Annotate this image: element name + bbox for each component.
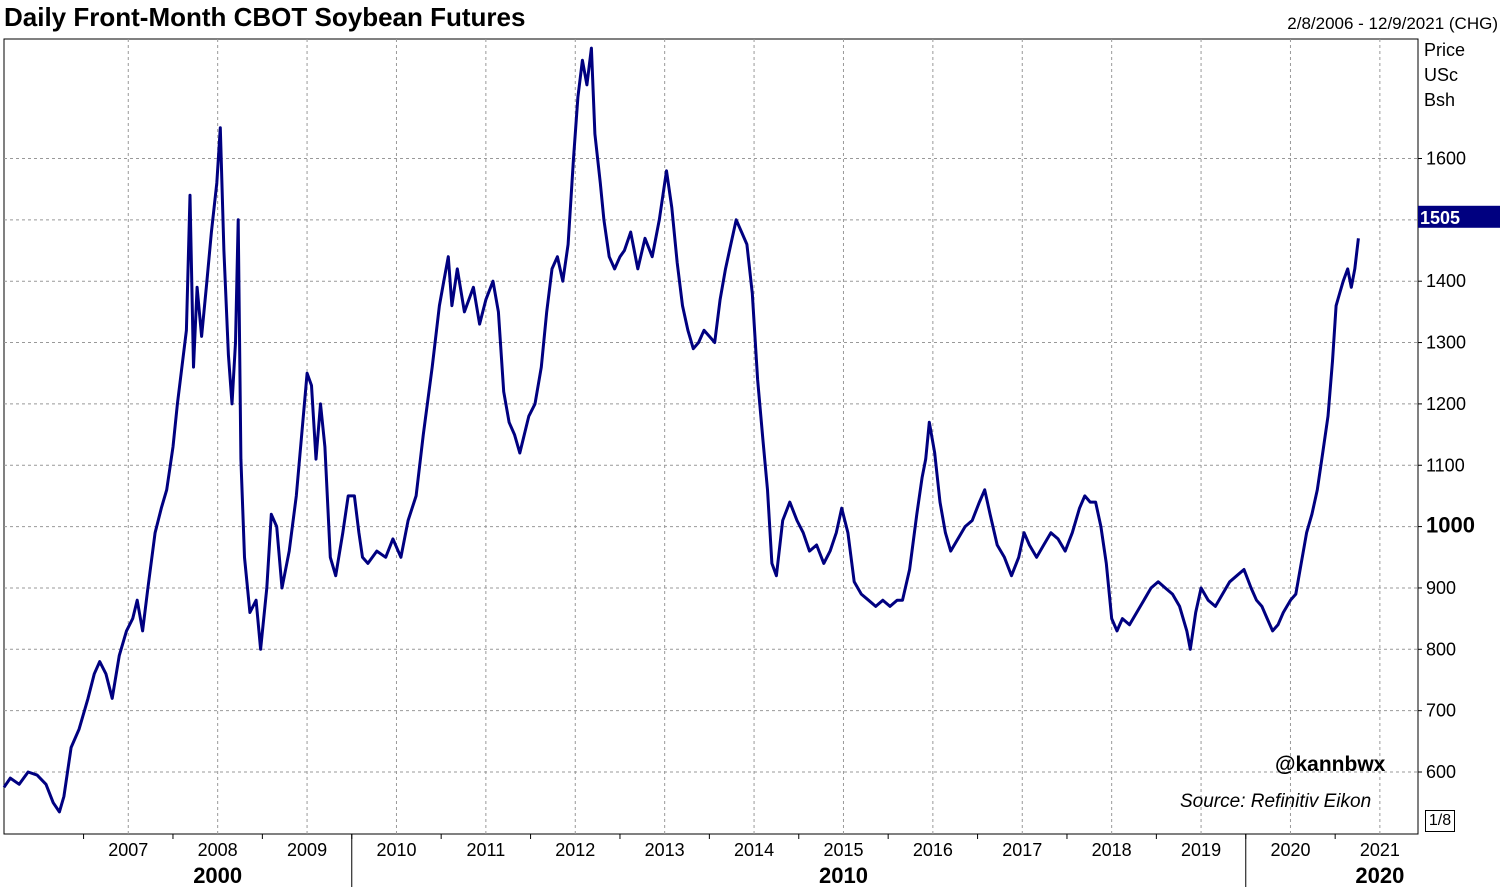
y-axis: 600 700 800 900 1000 1100 1200 1300 1400 1600: [1418, 149, 1475, 782]
series-layer: [2, 46, 1360, 814]
y-tick-label: 1400: [1426, 271, 1466, 291]
y-tick-label: 1600: [1426, 149, 1466, 169]
x-tick-label: 2018: [1092, 840, 1132, 860]
source-note: Source: Refinitiv Eikon: [1180, 791, 1372, 812]
last-value-badge: [1418, 205, 1500, 228]
x-tick-label: 2016: [913, 840, 953, 860]
y-tick-label: 1000: [1426, 513, 1475, 538]
author-handle: @kannbwx: [1275, 753, 1386, 776]
y-tick-label: 1200: [1426, 394, 1466, 414]
decade-label: 2020: [1355, 863, 1404, 887]
x-tick-label: 2020: [1270, 840, 1310, 860]
gridlines: [4, 39, 1418, 834]
price-line: [2, 46, 1360, 814]
x-tick-label: 2009: [287, 840, 327, 860]
y-tick-label: 600: [1426, 762, 1456, 782]
axis-unit-line-3: Bsh: [1424, 90, 1456, 110]
x-tick-label: 2012: [555, 840, 595, 860]
decade-label: 2010: [819, 863, 868, 887]
y-tick-label: 900: [1426, 578, 1456, 598]
y-tick-label: 1100: [1426, 455, 1465, 475]
x-tick-label: 2014: [734, 840, 774, 860]
x-tick-label: 2019: [1181, 840, 1221, 860]
date-range: 2/8/2006 - 12/9/2021 (CHG): [1287, 14, 1498, 33]
axis-unit-line-2: USc: [1424, 65, 1459, 85]
x-tick-label: 2008: [198, 840, 238, 860]
last-value-text: 1505: [1420, 208, 1460, 228]
x-tick-label: 2007: [108, 840, 148, 860]
x-tick-label: 2017: [1002, 840, 1042, 860]
x-tick-label: 2015: [823, 840, 863, 860]
y-tick-label: 1300: [1426, 333, 1466, 353]
x-tick-label: 2011: [467, 840, 506, 860]
x-axis: 2007 2008 2009 2010 2011 2012 2013 2014 2015 2016…: [83, 834, 1404, 887]
decade-label: 2000: [193, 863, 242, 887]
last-value-marker: 1505: [1418, 205, 1500, 228]
x-tick-label: 2010: [376, 840, 416, 860]
axis-unit-line-1: Price: [1424, 40, 1466, 60]
x-tick-label: 2013: [645, 840, 685, 860]
chart-title: Daily Front-Month CBOT Soybean Futures: [4, 2, 526, 32]
plot-frame: [3, 38, 1419, 835]
y-tick-label: 800: [1426, 639, 1456, 659]
pager-button[interactable]: 1/8: [1425, 810, 1455, 832]
y-tick-label: 700: [1426, 701, 1456, 721]
x-tick-label: 2021: [1360, 840, 1400, 860]
